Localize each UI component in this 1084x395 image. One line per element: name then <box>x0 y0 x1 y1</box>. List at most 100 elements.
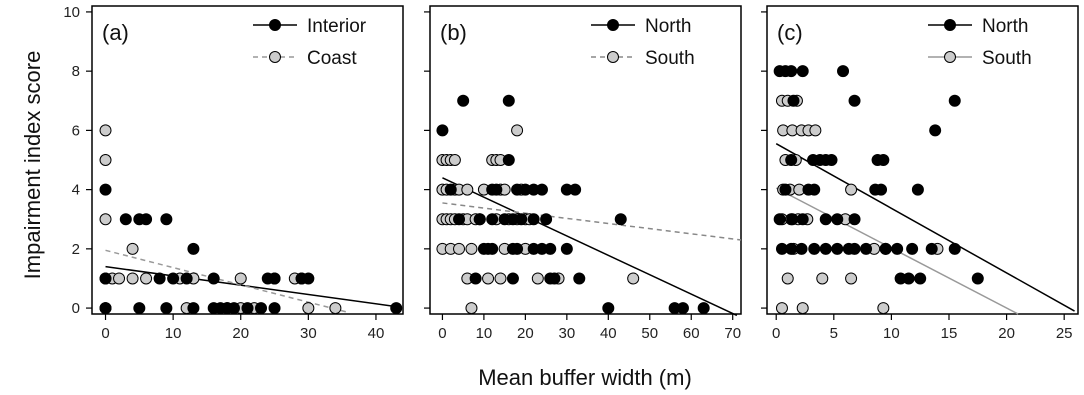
panel-c: (c) North South 0 5 10 15 20 25 <box>761 5 1079 342</box>
panel-b-point-north <box>544 242 557 255</box>
panel-c-label: (c) <box>777 20 803 45</box>
panel-c-point-north <box>877 154 890 166</box>
panel-b-point-north <box>490 183 503 196</box>
panel-b-point-north <box>486 213 499 226</box>
panel-c-point-north <box>848 213 861 226</box>
panel-c-legend-label-north: North <box>982 16 1028 37</box>
panel-c-point-north <box>785 154 798 166</box>
panel-b-legend-marker-north <box>607 19 619 31</box>
panel-c-x-tick-label: 20 <box>998 325 1015 342</box>
panel-b-point-north <box>548 272 561 285</box>
panel-c-point-north <box>779 183 792 196</box>
panel-b-point-north <box>502 94 515 107</box>
panel-a-point-interior <box>99 272 112 285</box>
panel-a-x-tick-label: 40 <box>368 325 385 342</box>
panel-a-point-interior <box>207 272 220 285</box>
x-axis-label: Mean buffer width (m) <box>478 365 692 390</box>
panel-b-point-north <box>502 154 515 166</box>
panel-c-legend-marker-north <box>944 19 956 31</box>
panel-a-point-interior <box>160 213 173 226</box>
panel-b-label: (b) <box>440 20 467 45</box>
panel-c-point-north <box>902 272 915 285</box>
panel-a-y-tick-label: 10 <box>63 4 80 21</box>
panel-a-y-tick-label: 4 <box>72 182 80 199</box>
y-axis-label: Impairment index score <box>20 51 45 280</box>
panel-a-point-coast <box>113 272 126 285</box>
panel-a-point-interior <box>153 272 166 285</box>
panel-c-x-tick-label: 15 <box>941 325 958 342</box>
panel-c-point-north <box>786 213 799 226</box>
panel-c-frame <box>766 5 1079 315</box>
panel-b: (b) North South 0 10 20 30 40 50 60 70 <box>424 5 742 342</box>
panel-b-point-north <box>697 302 710 315</box>
panel-c-point-north <box>831 242 844 255</box>
panel-a-x-tick-label: 10 <box>165 325 182 342</box>
panel-a-x-tick-label: 20 <box>232 325 249 342</box>
panel-b-point-north <box>453 213 466 226</box>
panel-a-point-interior <box>180 272 193 285</box>
panel-c-point-north <box>785 65 798 78</box>
panel-b-point-north <box>469 272 482 285</box>
panel-a-y-tick-label: 0 <box>72 300 80 317</box>
panel-b-x-tick-label: 10 <box>476 325 493 342</box>
panel-c-point-south <box>845 272 858 285</box>
panel-c-point-south <box>816 272 829 285</box>
panel-c-point-north <box>948 94 961 107</box>
panel-a-point-interior <box>268 272 281 285</box>
panel-c-point-north <box>787 94 800 107</box>
panel-b-legend: North South <box>591 16 695 69</box>
panel-a-point-coast <box>140 272 153 285</box>
panel-a-point-coast <box>302 302 315 315</box>
panel-b-legend-marker-south <box>607 51 619 63</box>
panel-a-point-interior <box>99 183 112 196</box>
panel-c-point-north <box>837 65 850 78</box>
panel-c-point-north <box>808 183 821 196</box>
panel-c-point-north <box>914 272 927 285</box>
panel-a-point-interior <box>160 302 173 315</box>
panel-c-x-tick-label: 5 <box>830 325 838 342</box>
panel-a-point-interior <box>302 272 315 285</box>
panel-c-x-tick-label: 10 <box>883 325 900 342</box>
panel-b-point-south <box>465 302 478 315</box>
panel-c-point-north <box>875 183 888 196</box>
panel-a-point-coast <box>126 272 139 285</box>
panel-b-point-south <box>482 272 495 285</box>
panel-c-point-north <box>848 94 861 107</box>
panel-b-point-north <box>540 213 553 226</box>
panel-a-point-interior <box>140 213 153 226</box>
panel-b-x-tick-label: 40 <box>600 325 617 342</box>
panel-b-point-north <box>569 183 582 196</box>
panel-a-point-interior <box>227 302 240 315</box>
panel-c-point-north <box>879 242 892 255</box>
panel-c-point-north <box>819 242 832 255</box>
panel-b-point-north <box>535 183 548 196</box>
panel-c-legend: North South <box>928 16 1032 69</box>
panel-a-point-coast <box>234 272 247 285</box>
panel-b-x-tick-label: 30 <box>558 325 575 342</box>
panel-b-point-south <box>494 272 507 285</box>
panel-c-point-north <box>971 272 984 285</box>
panel-b-x-tick-label: 60 <box>683 325 700 342</box>
panel-c-point-north <box>929 124 942 137</box>
panel-c-point-north <box>925 242 938 255</box>
panel-c-point-north <box>848 242 861 255</box>
panel-c-point-south <box>796 302 809 315</box>
panel-a-x-tick-label: 0 <box>101 325 109 342</box>
panel-c-point-south <box>781 272 794 285</box>
panel-b-x-tick-label: 20 <box>517 325 534 342</box>
panel-a: (a) Interior Coast 0 10 20 30 40 0 2 4 6 8 10 <box>63 4 404 342</box>
panel-c-point-north <box>808 242 821 255</box>
panel-b-legend-label-south: South <box>645 48 695 69</box>
panel-c-point-north <box>911 183 924 196</box>
panel-c-point-north <box>891 242 904 255</box>
panel-c-legend-label-south: South <box>982 48 1032 69</box>
panel-a-x-tick-label: 30 <box>300 325 317 342</box>
panel-b-trend-line-north <box>442 177 738 317</box>
panel-c-x-tick-label: 0 <box>772 325 780 342</box>
panel-c-point-north <box>785 242 798 255</box>
panel-a-point-interior <box>167 272 180 285</box>
panel-c-x-tick-label: 25 <box>1056 325 1073 342</box>
panel-b-legend-label-north: North <box>645 16 691 37</box>
panel-a-y-tick-label: 6 <box>72 122 80 139</box>
